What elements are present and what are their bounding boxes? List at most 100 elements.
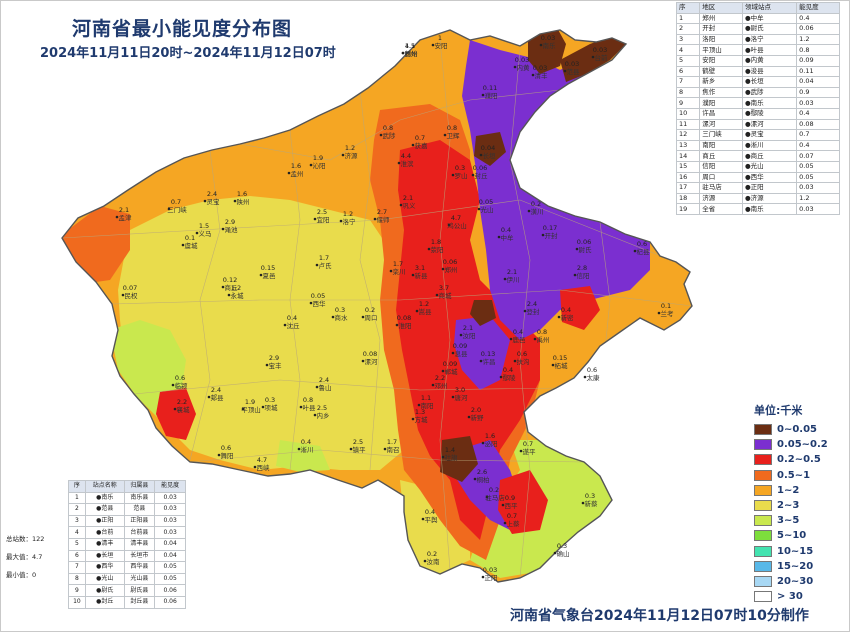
station-name: 濮阳 (485, 91, 498, 100)
table-cell: 17 (675, 182, 701, 194)
table-cell: 1 (68, 491, 86, 505)
station-name: 南乐 (543, 41, 557, 50)
station-dot (431, 43, 435, 47)
station-name: 伊川 (507, 275, 520, 284)
table-header-row: 序 地区 领域站点 能见度 (675, 2, 840, 14)
station-name: 沁阳 (313, 161, 326, 170)
table-cell: 14 (675, 150, 701, 162)
table-cell: 0.05 (796, 160, 840, 173)
legend-label: 0.05~0.2 (777, 439, 828, 451)
station-value: 0.08 (363, 350, 377, 358)
station-name: 禹州 (537, 336, 550, 344)
table-row: 14 商丘 ●商丘 0.07 (675, 150, 840, 162)
station-value: 0.4 (501, 226, 511, 234)
station-label: 0.7上蔡 (503, 512, 520, 528)
station-label: 2.8信阳 (573, 264, 590, 280)
station-name: 沈丘 (287, 321, 301, 330)
station-value: 0.2 (427, 550, 437, 558)
legend-swatch (754, 500, 772, 512)
table-row: 7 ●西华 西华县 0.05 (68, 561, 186, 574)
table-cell: ●封丘 (84, 595, 125, 609)
station-name: 卢氏 (319, 261, 333, 270)
station-value: 0.2 (531, 200, 541, 208)
table-cell: 驻马店 (699, 182, 743, 194)
table-row: 4 ●台前 台前县 0.03 (68, 526, 186, 539)
station-label: 2.5内乡 (313, 404, 330, 420)
station-label: 0.6杞县 (633, 240, 650, 256)
station-dot (339, 219, 343, 223)
station-name: 陕州 (237, 197, 250, 206)
station-dot (441, 455, 445, 459)
legend-label: 0.5~1 (777, 469, 811, 481)
table-cell: 0.06 (154, 584, 186, 597)
table-cell: 0.03 (154, 526, 186, 539)
station-value: 1.9 (313, 154, 323, 162)
table-row: 13 南阳 ●淅川 0.4 (675, 139, 840, 152)
table-cell: ●漯河 (741, 118, 798, 131)
table-row: 6 鹤壁 ●浚县 0.11 (675, 65, 840, 78)
station-label: 0.3确山 (553, 542, 570, 558)
station-value: 0.7 (415, 134, 425, 142)
table-cell: 8 (68, 572, 86, 586)
station-value: 2.1 (119, 206, 129, 214)
station-dot (121, 293, 125, 297)
station-dot (361, 315, 365, 319)
station-name: 淮阳 (399, 321, 412, 330)
table-row: 7 新乡 ●长垣 0.04 (675, 76, 840, 88)
legend-label: > 30 (777, 591, 803, 603)
station-name: 鸡公山 (447, 221, 467, 230)
station-dot (427, 247, 431, 251)
table-cell: 0.4 (796, 107, 840, 120)
station-label: 1.7南召 (383, 438, 400, 454)
station-name: 周口 (365, 314, 378, 322)
table-row: 2 ●范县 范县 0.03 (68, 503, 186, 516)
station-name: 唐河 (455, 393, 469, 402)
station-name: 新县 (415, 271, 429, 280)
station-value: 0.03 (533, 64, 547, 72)
station-dot (591, 55, 595, 59)
station-value: 4.7 (257, 456, 267, 464)
station-dot (207, 395, 211, 399)
station-value: 2.4 (527, 300, 537, 308)
station-name: 洛宁 (343, 217, 357, 226)
station-label: 0.9西平 (501, 494, 518, 510)
col-header: 序 (675, 2, 701, 14)
legend-item: 0~0.05 (754, 422, 844, 437)
station-value: 0.2 (365, 306, 375, 314)
table-cell: 0.05 (154, 572, 186, 586)
station-label: 0.2汝南 (423, 550, 440, 566)
station-dot (221, 285, 225, 289)
station-value: 0.8 (537, 328, 547, 336)
table-row: 10 许昌 ●鄢陵 0.4 (675, 107, 840, 120)
station-value: 0.06 (577, 238, 591, 246)
station-name: 夏邑 (263, 272, 277, 280)
station-value: 0.4 (513, 328, 523, 336)
station-name: 台前 (595, 53, 609, 62)
table-cell: 0.7 (796, 129, 840, 141)
station-label: 0.8卫辉 (443, 124, 460, 140)
station-dot (253, 465, 257, 469)
station-value: 0.6 (175, 374, 185, 382)
station-name: 郸城 (445, 368, 459, 376)
station-value: 1.5 (405, 42, 415, 50)
station-dot (581, 501, 585, 505)
station-value: 2.7 (377, 208, 387, 216)
table-cell: 6 (68, 549, 86, 563)
station-value: 0.6 (587, 366, 597, 374)
station-name: 宝丰 (269, 361, 283, 370)
table-cell: ●淅川 (741, 139, 798, 152)
station-name: 虞城 (185, 241, 199, 250)
station-dot (315, 263, 319, 267)
station-name: 孟州 (291, 169, 304, 178)
table-cell: 开封 (699, 23, 743, 35)
station-value: 0.08 (397, 314, 411, 322)
min-value: 最小值：0 (6, 571, 37, 579)
station-label: 0.8叶县 (299, 396, 316, 412)
